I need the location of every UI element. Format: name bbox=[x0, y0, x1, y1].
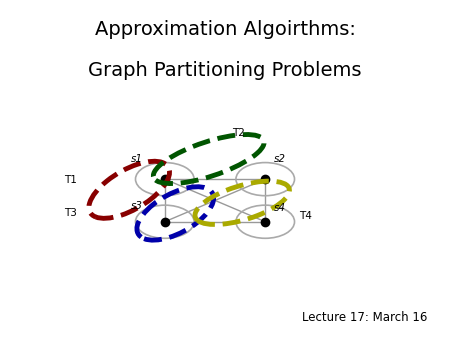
Text: s4: s4 bbox=[274, 203, 286, 214]
Text: T1: T1 bbox=[64, 175, 77, 185]
Text: s3: s3 bbox=[131, 201, 143, 211]
Text: Graph Partitioning Problems: Graph Partitioning Problems bbox=[88, 61, 362, 80]
Text: Lecture 17: March 16: Lecture 17: March 16 bbox=[302, 312, 428, 324]
Text: T4: T4 bbox=[299, 211, 311, 221]
Text: s2: s2 bbox=[274, 154, 286, 164]
Text: T2: T2 bbox=[232, 128, 245, 138]
Text: s1: s1 bbox=[131, 154, 143, 164]
Text: Approximation Algoirthms:: Approximation Algoirthms: bbox=[94, 20, 356, 39]
Text: T3: T3 bbox=[64, 209, 77, 218]
